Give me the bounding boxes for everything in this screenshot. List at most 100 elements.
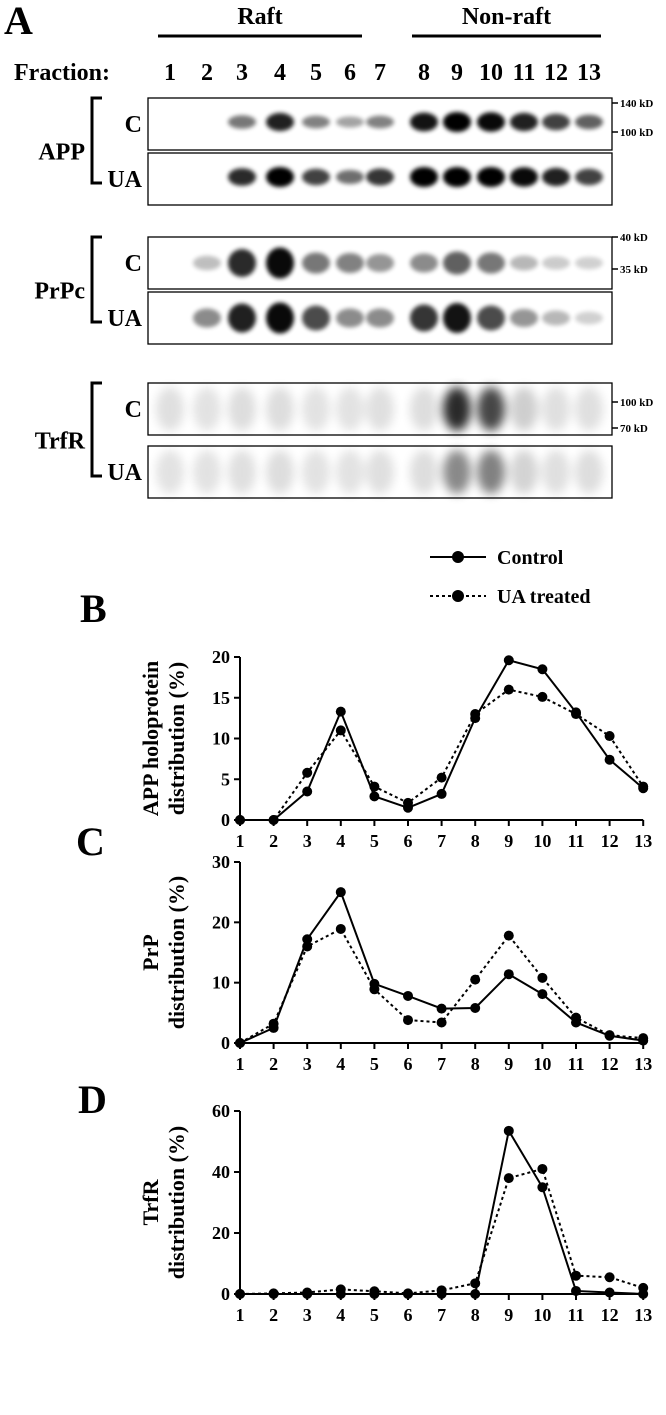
panel-letter-c: C — [76, 819, 105, 864]
data-point — [638, 781, 649, 792]
gel-band — [228, 303, 256, 333]
gel-band — [266, 112, 294, 132]
fraction-number: 6 — [344, 60, 356, 86]
data-point — [235, 815, 245, 825]
gel-band — [477, 305, 505, 331]
gel-band — [156, 387, 184, 431]
fraction-number: 1 — [164, 60, 176, 86]
panel-letter-b: B — [80, 586, 107, 631]
data-point — [503, 969, 514, 980]
x-tick-label: 5 — [370, 831, 379, 851]
data-point — [503, 1173, 514, 1184]
y-tick-label: 20 — [212, 912, 230, 932]
data-point — [436, 788, 447, 799]
gel-band — [366, 168, 394, 186]
gel-band — [410, 387, 438, 431]
gel-band — [542, 113, 570, 131]
x-tick-label: 3 — [303, 831, 312, 851]
data-point — [503, 1125, 514, 1136]
protein-bracket — [90, 381, 102, 478]
panel-letter-a: A — [4, 0, 33, 43]
gel-band — [266, 167, 294, 187]
gel-band — [228, 168, 256, 186]
data-point — [470, 1003, 481, 1014]
gel-band — [366, 450, 394, 494]
x-tick-label: 1 — [236, 1054, 245, 1074]
y-tick-label: 60 — [212, 1101, 230, 1121]
data-point — [604, 1272, 615, 1283]
mw-label: 100 kD — [620, 397, 653, 409]
panel-letter-d: D — [78, 1077, 107, 1122]
mw-label: 35 kD — [620, 264, 648, 276]
gel-band — [410, 253, 438, 273]
protein-bracket — [90, 235, 102, 324]
x-tick-label: 9 — [504, 1054, 513, 1074]
gel-band — [410, 167, 438, 187]
mw-label: 100 kD — [620, 127, 653, 139]
gel-band — [302, 450, 330, 494]
data-point — [268, 815, 279, 825]
y-tick-label: 40 — [212, 1162, 230, 1182]
data-point — [436, 1285, 447, 1296]
legend-control-label: Control — [497, 547, 564, 569]
x-tick-label: 13 — [634, 1054, 652, 1074]
y-tick-label: 15 — [212, 688, 230, 708]
x-tick-label: 13 — [634, 831, 652, 851]
x-tick-label: 11 — [567, 1305, 584, 1325]
data-point — [369, 1286, 380, 1297]
gel-band — [477, 252, 505, 274]
data-point — [537, 664, 548, 675]
gel-band — [193, 255, 221, 271]
x-tick-label: 2 — [269, 1305, 278, 1325]
gel-band — [302, 387, 330, 431]
condition-label: C — [125, 251, 142, 277]
data-point — [470, 974, 481, 985]
x-tick-label: 2 — [269, 831, 278, 851]
gel-band — [477, 112, 505, 132]
data-point — [268, 1288, 279, 1299]
data-point — [503, 930, 514, 941]
fraction-number: 7 — [374, 60, 386, 86]
gel-band — [575, 168, 603, 186]
data-point — [403, 1288, 413, 1299]
gel-band — [542, 387, 570, 431]
data-point — [470, 1289, 481, 1299]
x-tick-label: 8 — [471, 831, 480, 851]
gel-band — [443, 112, 471, 132]
y-tick-label: 0 — [221, 1033, 230, 1053]
x-tick-label: 12 — [601, 831, 619, 851]
condition-label: UA — [107, 167, 142, 193]
gel-band — [336, 170, 364, 184]
gel-band — [477, 387, 505, 431]
fraction-label: Fraction: — [14, 60, 110, 86]
x-tick-label: 10 — [533, 1305, 551, 1325]
x-tick-label: 3 — [303, 1054, 312, 1074]
x-tick-label: 12 — [601, 1305, 619, 1325]
gel-band — [366, 115, 394, 129]
data-point — [403, 1015, 413, 1026]
data-point — [571, 1285, 581, 1296]
x-tick-label: 6 — [404, 1054, 413, 1074]
condition-label: UA — [107, 460, 142, 486]
gel-band — [410, 112, 438, 132]
mw-label: 40 kD — [620, 232, 648, 244]
gel-band — [542, 167, 570, 187]
x-tick-label: 7 — [437, 1305, 446, 1325]
gel-band — [193, 450, 221, 494]
data-point — [470, 1278, 481, 1289]
data-point — [436, 1003, 447, 1014]
data-point — [268, 1018, 279, 1029]
gel-band — [228, 450, 256, 494]
gel-band — [266, 302, 294, 334]
raft-group-headers: Raft Non-raft — [158, 4, 601, 38]
x-tick-label: 7 — [437, 1054, 446, 1074]
data-point — [604, 754, 615, 765]
protein-bracket — [90, 96, 102, 185]
gel-band — [336, 387, 364, 431]
legend-ua-label: UA treated — [497, 586, 591, 608]
x-tick-label: 5 — [370, 1054, 379, 1074]
x-tick-label: 9 — [504, 831, 513, 851]
gel-band — [302, 305, 330, 331]
legend-ua-marker — [452, 590, 464, 602]
data-point — [436, 1017, 447, 1028]
